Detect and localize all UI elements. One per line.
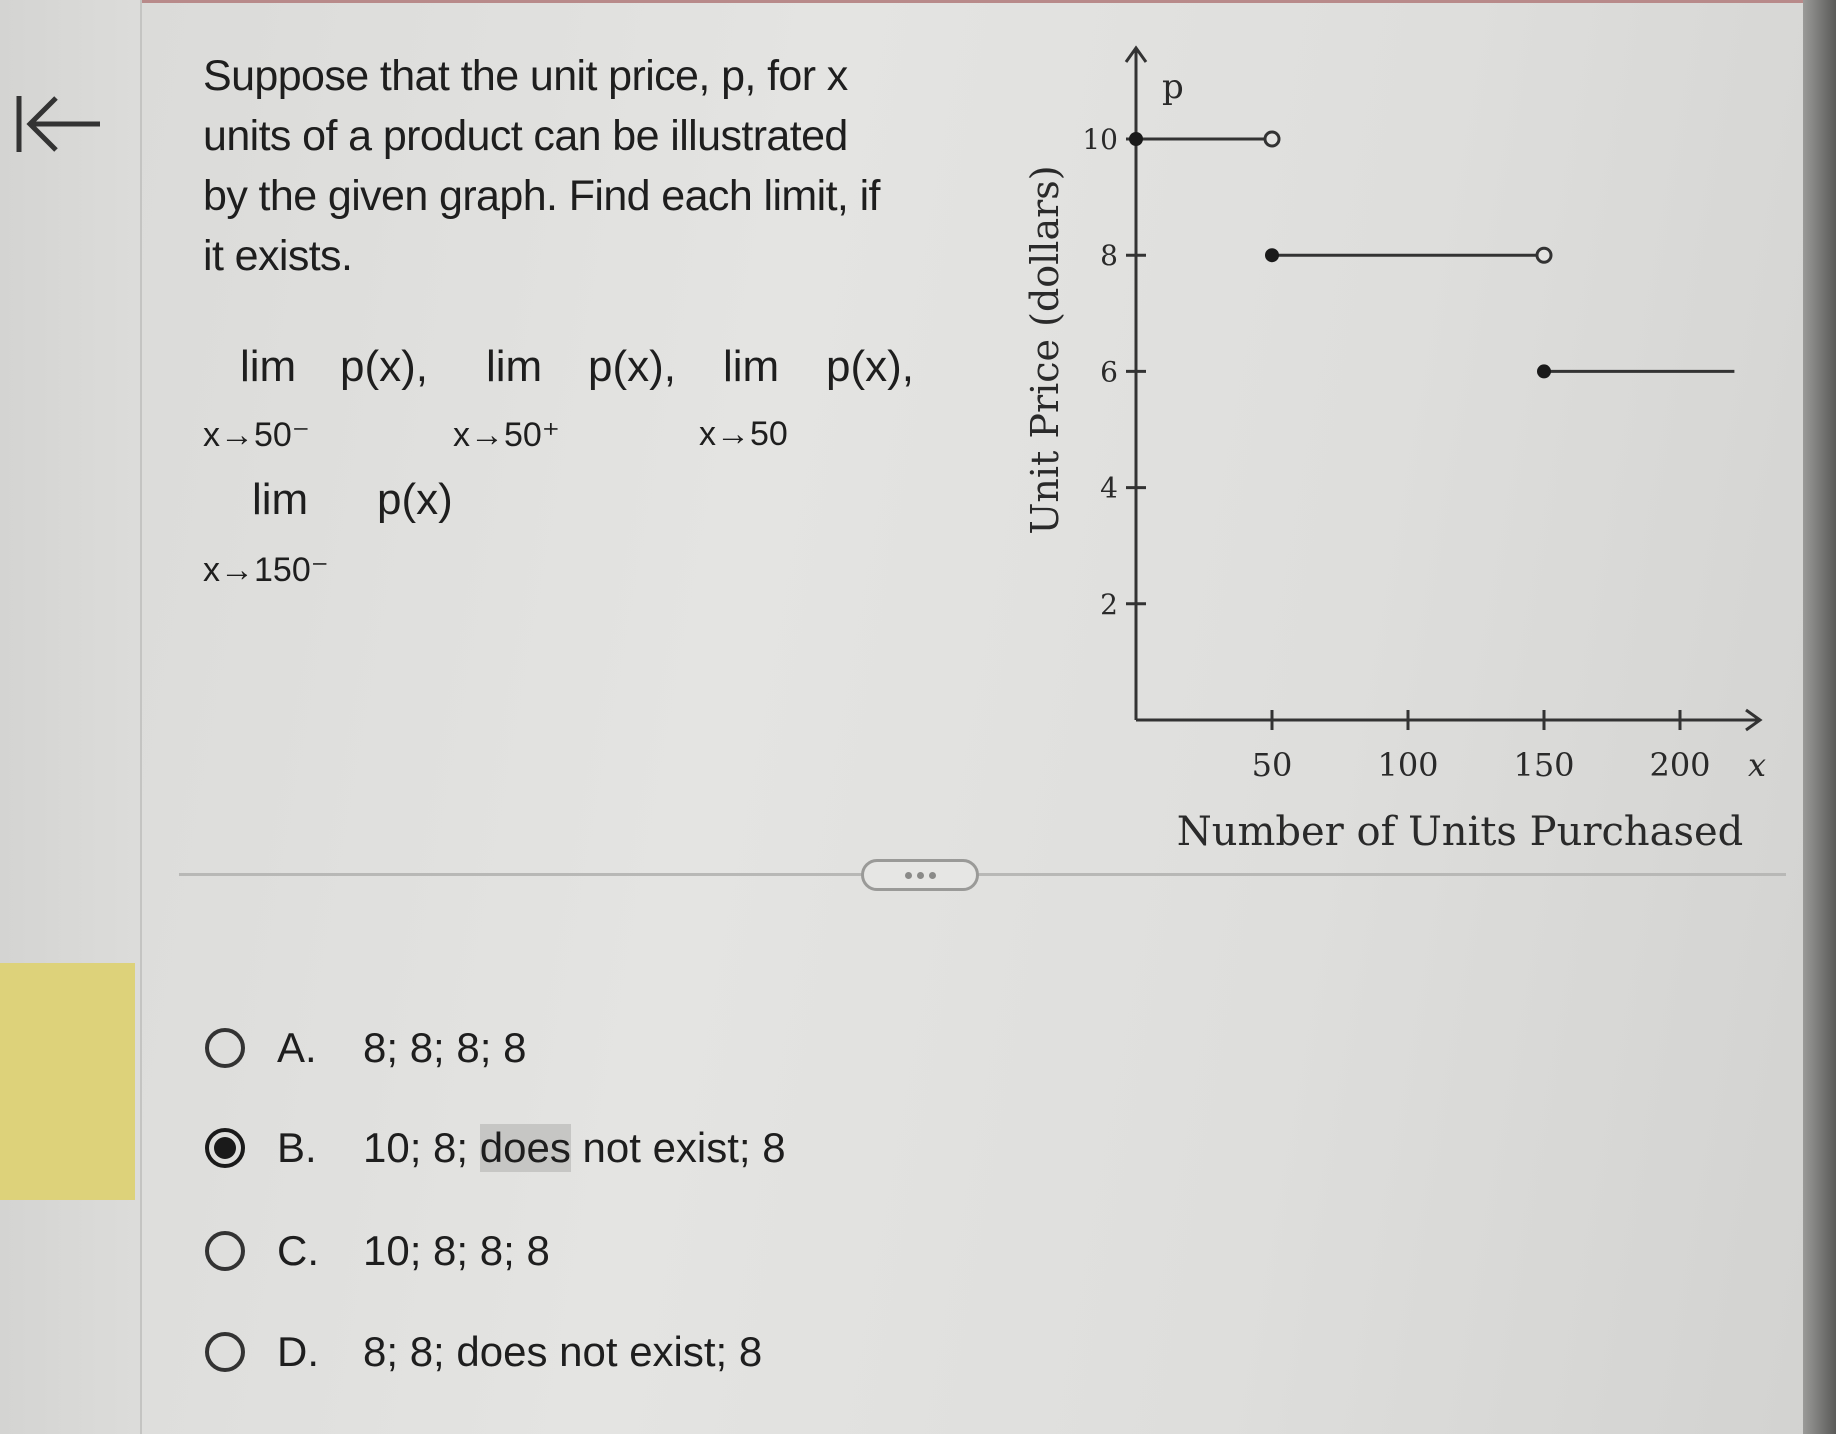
limit-subscript: x→150⁻ [203, 551, 329, 589]
limit-subscript: x→50⁺ [453, 416, 560, 454]
option-a[interactable]: A. 8; 8; 8; 8 [205, 1023, 526, 1073]
option-d[interactable]: D. 8; 8; does not exist; 8 [205, 1327, 762, 1377]
option-letter: D. [277, 1328, 319, 1375]
y-tick-label: 10 [1082, 123, 1118, 156]
option-c[interactable]: C. 10; 8; 8; 8 [205, 1226, 550, 1276]
option-letter: A. [277, 1024, 317, 1071]
closed-endpoint [1129, 132, 1143, 146]
open-endpoint [1263, 130, 1281, 148]
option-text: 10; 8; [363, 1124, 480, 1171]
limit-word: lim [723, 342, 780, 391]
x-tick-label: 200 [1649, 746, 1710, 784]
highlighted-text: does [479, 1124, 571, 1172]
limit-function: p(x), [588, 342, 676, 391]
limit-function: p(x), [340, 342, 428, 391]
x-tick-label: 100 [1377, 746, 1438, 784]
x-tick-label: 50 [1252, 746, 1293, 784]
dot-icon [916, 871, 924, 879]
x-axis-label: Number of Units Purchased [1177, 809, 1744, 855]
option-b[interactable]: B. 10; 8; does not exist; 8 [205, 1123, 786, 1173]
limit-word: lim [252, 475, 309, 524]
closed-endpoint [1537, 364, 1551, 379]
screen-edge [1803, 0, 1836, 1434]
radio-button[interactable] [205, 1332, 245, 1372]
x-axis-name: x [1748, 746, 1766, 784]
option-letter: C. [277, 1227, 319, 1274]
y-tick-label: 4 [1100, 472, 1118, 505]
y-axis-label: Unit Price (dollars) [1023, 165, 1067, 534]
limit-word: lim [240, 342, 297, 391]
dot-icon [904, 871, 912, 879]
limit-function: p(x) [377, 475, 453, 524]
y-tick-label: 6 [1100, 355, 1118, 388]
y-tick-label: 2 [1100, 588, 1118, 621]
option-text: 8; 8; 8; 8 [363, 1024, 527, 1071]
question-line: by the given graph. Find each limit, if [203, 172, 881, 220]
top-edge [0, 0, 1836, 3]
option-text: not exist; 8 [570, 1124, 786, 1171]
limit-function: p(x), [826, 342, 914, 391]
dot-icon [928, 871, 936, 879]
pane-divider [179, 873, 1786, 876]
radio-button[interactable] [205, 1028, 245, 1068]
radio-button[interactable] [205, 1231, 245, 1271]
y-axis-arrow-icon [1124, 45, 1148, 63]
question-line: it exists. [203, 232, 353, 280]
closed-endpoint [1265, 248, 1279, 263]
option-text: 8; 8; does not exist; 8 [363, 1328, 763, 1375]
step-function-graph: 50 100 150 200 2 4 6 8 10 x p Number of Units Purch… [1023, 45, 1766, 855]
limit-subscript: x→50⁻ [203, 416, 310, 454]
question-line: units of a product can be illustrated [203, 112, 848, 160]
option-letter: B. [277, 1124, 317, 1171]
y-axis-name: p [1162, 67, 1184, 107]
question-line: Suppose that the unit price, p, for x [203, 52, 848, 100]
option-text: 10; 8; 8; 8 [363, 1227, 550, 1274]
limit-word: lim [486, 342, 543, 391]
sidebar-highlight [0, 963, 135, 1200]
radio-button-selected[interactable] [205, 1128, 245, 1168]
limit-subscript: x→50 [699, 415, 788, 453]
y-tick-label: 8 [1100, 239, 1118, 272]
x-axis-arrow-icon [1745, 708, 1763, 732]
resize-handle[interactable] [861, 859, 979, 891]
open-endpoint [1535, 246, 1553, 264]
collapse-left-arrow-icon[interactable] [14, 92, 104, 156]
x-tick-label: 150 [1513, 746, 1574, 784]
